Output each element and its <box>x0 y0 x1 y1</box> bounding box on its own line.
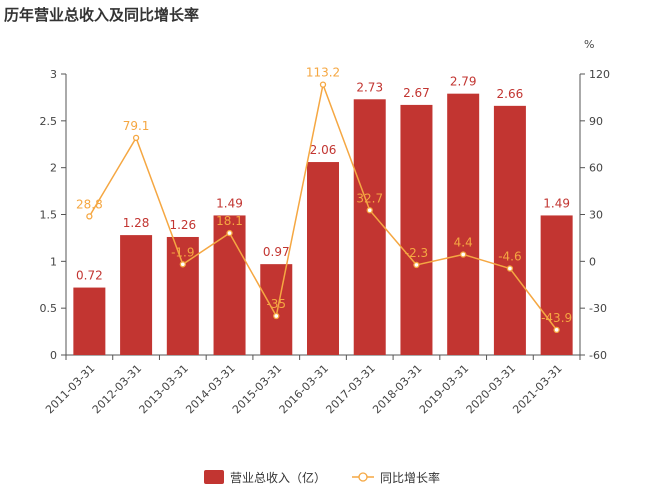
y-right-tick-label: 30 <box>589 209 603 222</box>
x-tick-label: 2019-03-31 <box>417 362 471 416</box>
y-right-tick-label: -60 <box>589 349 607 362</box>
y-right-tick-label: 120 <box>589 68 610 81</box>
growth-value-label: 28.8 <box>76 197 103 211</box>
x-tick-label: 2015-03-31 <box>230 362 284 416</box>
growth-value-label: 18.1 <box>216 214 243 228</box>
x-tick-label: 2016-03-31 <box>277 362 331 416</box>
bar-value-label: 1.49 <box>543 196 570 210</box>
bar <box>540 215 573 355</box>
legend-swatch-growth-point <box>358 472 368 482</box>
growth-value-label: -35 <box>266 297 286 311</box>
bar <box>353 99 386 355</box>
bar <box>307 162 339 355</box>
growth-value-label: -2.3 <box>405 246 428 260</box>
bar-value-label: 1.49 <box>216 196 243 210</box>
bar <box>493 105 526 355</box>
x-tick-label: 2014-03-31 <box>183 362 237 416</box>
bar-value-label: 0.97 <box>263 245 290 259</box>
x-tick-label: 2021-03-31 <box>510 362 564 416</box>
bar <box>213 215 246 355</box>
chart-title: 历年营业总收入及同比增长率 <box>4 6 200 24</box>
x-tick-label: 2011-03-31 <box>43 362 97 416</box>
legend-swatch-revenue <box>204 470 224 484</box>
growth-point <box>413 261 420 269</box>
bar-value-label: 2.67 <box>403 86 430 100</box>
y-left-tick-label: 3 <box>50 68 57 81</box>
y-left-tick-label: 1.5 <box>40 209 58 222</box>
x-tick-label: 2012-03-31 <box>90 362 144 416</box>
bar <box>447 93 480 356</box>
growth-point <box>86 213 93 220</box>
growth-point <box>366 207 373 214</box>
y-left-tick-label: 2 <box>50 162 57 175</box>
y-left-tick-label: 0.5 <box>40 302 58 315</box>
x-tick-label: 2017-03-31 <box>323 362 377 416</box>
growth-point <box>319 81 327 88</box>
growth-value-label: 32.7 <box>356 191 383 205</box>
x-tick-label: 2018-03-31 <box>370 362 424 416</box>
bar <box>73 287 106 355</box>
growth-value-label: 113.2 <box>306 66 340 80</box>
bar <box>120 235 153 355</box>
growth-point <box>132 134 140 141</box>
growth-value-label: -4.6 <box>498 250 521 264</box>
growth-point <box>179 261 186 268</box>
y-left-tick-label: 0 <box>50 349 57 362</box>
bar-value-label: 2.79 <box>450 75 477 89</box>
bar-value-label: 1.26 <box>169 218 196 232</box>
legend-label-revenue: 营业总收入（亿） <box>230 470 326 485</box>
growth-value-label: 4.4 <box>454 235 473 249</box>
growth-point <box>506 265 514 272</box>
legend-label-growth: 同比增长率 <box>380 470 440 485</box>
bar <box>260 264 293 355</box>
growth-value-label: -1.9 <box>171 245 194 259</box>
y-left-tick-label: 2.5 <box>40 115 58 128</box>
bar-value-label: 1.28 <box>123 216 150 230</box>
x-tick-label: 2020-03-31 <box>464 362 518 416</box>
bar-value-label: 2.73 <box>356 80 383 94</box>
growth-point <box>460 251 467 258</box>
x-tick-label: 2013-03-31 <box>137 362 191 416</box>
bar-value-label: 2.66 <box>497 87 524 101</box>
y-right-tick-label: 90 <box>589 115 603 128</box>
bar <box>400 104 433 355</box>
growth-point <box>553 326 560 334</box>
bar-value-label: 0.72 <box>76 269 103 283</box>
growth-value-label: 79.1 <box>123 119 150 133</box>
y-right-unit-label: % <box>584 38 594 51</box>
growth-point <box>273 312 280 320</box>
growth-point <box>226 229 233 237</box>
y-left-tick-label: 1 <box>50 255 57 268</box>
y-right-tick-label: 60 <box>589 162 603 175</box>
growth-value-label: -43.9 <box>541 311 572 325</box>
bar-value-label: 2.06 <box>310 143 337 157</box>
y-right-tick-label: 0 <box>589 255 596 268</box>
y-right-tick-label: -30 <box>589 302 607 315</box>
